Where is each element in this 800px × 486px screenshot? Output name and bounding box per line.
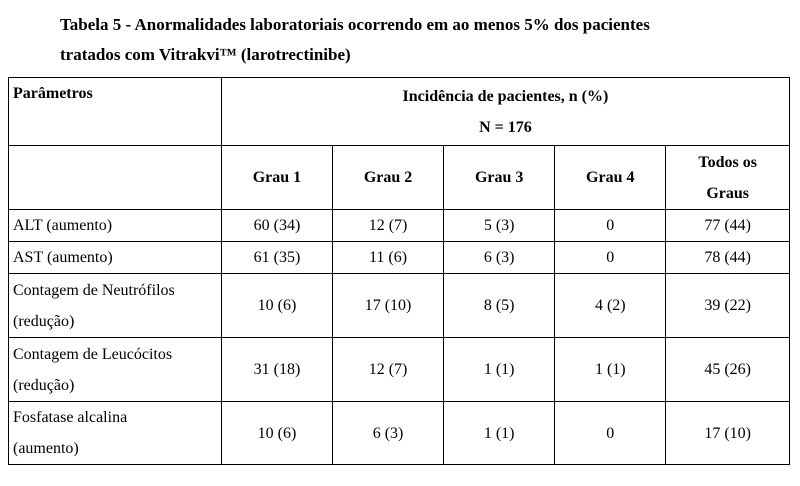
header-incidence: Incidência de pacientes, n (%) N = 176 xyxy=(220,77,791,146)
header-grade-3: Grau 3 xyxy=(443,145,556,210)
table-caption: Tabela 5 - Anormalidades laboratoriais o… xyxy=(60,10,760,70)
row-parameter-line-1: Contagem de Neutrófilos xyxy=(13,281,175,299)
row-parameter-line-1: Fosfatase alcalina xyxy=(13,409,128,426)
cell-grade-4: 1 (1) xyxy=(554,337,667,402)
header-incidence-label: Incidência de pacientes, n (%) xyxy=(402,87,609,105)
cell-grade-2: 6 (3) xyxy=(331,401,445,465)
cell-grade-4: 0 xyxy=(554,209,667,242)
cell-all-grades: 45 (26) xyxy=(665,337,790,402)
row-parameter-line-2: (aumento) xyxy=(13,440,79,457)
header-row-2: Grau 1 Grau 2 Grau 3 Grau 4 Todos os Gra… xyxy=(8,145,790,210)
header-grade-4: Grau 4 xyxy=(554,145,667,210)
header-all-grades-line-1: Todos os xyxy=(698,153,757,171)
cell-all-grades: 17 (10) xyxy=(665,401,790,465)
header-all-grades-line-2: Graus xyxy=(706,184,749,202)
cell-grade-4: 0 xyxy=(554,401,667,465)
header-n-label: N = 176 xyxy=(479,118,532,136)
cell-grade-3: 1 (1) xyxy=(443,337,556,402)
header-grade-1: Grau 1 xyxy=(220,145,334,210)
header-grade-2: Grau 2 xyxy=(331,145,445,210)
cell-all-grades: 78 (44) xyxy=(665,241,790,274)
row-parameter: Contagem de Neutrófilos (redução) xyxy=(8,273,222,338)
caption-line-1: Tabela 5 - Anormalidades laboratoriais o… xyxy=(60,15,650,34)
header-all-grades: Todos os Graus xyxy=(665,145,790,210)
table-row: Contagem de Neutrófilos (redução) 10 (6)… xyxy=(8,273,790,338)
row-parameter: Contagem de Leucócitos (redução) xyxy=(8,337,222,402)
header-parameters: Parâmetros xyxy=(8,77,222,146)
cell-grade-2: 12 (7) xyxy=(331,209,445,242)
cell-grade-3: 6 (3) xyxy=(443,241,556,274)
table-row: ALT (aumento) 60 (34) 12 (7) 5 (3) 0 77 … xyxy=(8,209,790,242)
row-parameter: Fosfatase alcalina (aumento) xyxy=(8,401,222,465)
row-parameter-line-2: (redução) xyxy=(13,312,75,330)
cell-all-grades: 77 (44) xyxy=(665,209,790,242)
cell-grade-1: 31 (18) xyxy=(220,337,334,402)
cell-grade-1: 10 (6) xyxy=(220,273,334,338)
cell-grade-1: 10 (6) xyxy=(220,401,334,465)
cell-grade-1: 61 (35) xyxy=(220,241,334,274)
table-row: AST (aumento) 61 (35) 11 (6) 6 (3) 0 78 … xyxy=(8,241,790,274)
caption-line-2: tratados com Vitrakvi™ (larotrectinibe) xyxy=(60,45,351,64)
cell-all-grades: 39 (22) xyxy=(665,273,790,338)
table-row: Contagem de Leucócitos (redução) 31 (18)… xyxy=(8,337,790,402)
header-blank xyxy=(8,145,222,210)
row-parameter-line-1: Contagem de Leucócitos xyxy=(13,345,173,363)
table-row: Fosfatase alcalina (aumento) 10 (6) 6 (3… xyxy=(8,401,790,465)
cell-grade-3: 8 (5) xyxy=(443,273,556,338)
row-parameter: AST (aumento) xyxy=(8,241,222,274)
cell-grade-2: 11 (6) xyxy=(331,241,445,274)
row-parameter: ALT (aumento) xyxy=(8,209,222,242)
cell-grade-1: 60 (34) xyxy=(220,209,334,242)
lab-abnormalities-table: Parâmetros Incidência de pacientes, n (%… xyxy=(8,77,791,465)
cell-grade-4: 0 xyxy=(554,241,667,274)
cell-grade-3: 5 (3) xyxy=(443,209,556,242)
row-parameter-line-2: (redução) xyxy=(13,376,75,394)
cell-grade-2: 12 (7) xyxy=(331,337,445,402)
cell-grade-3: 1 (1) xyxy=(443,401,556,465)
cell-grade-2: 17 (10) xyxy=(331,273,445,338)
header-row-1: Parâmetros Incidência de pacientes, n (%… xyxy=(8,77,791,146)
cell-grade-4: 4 (2) xyxy=(554,273,667,338)
